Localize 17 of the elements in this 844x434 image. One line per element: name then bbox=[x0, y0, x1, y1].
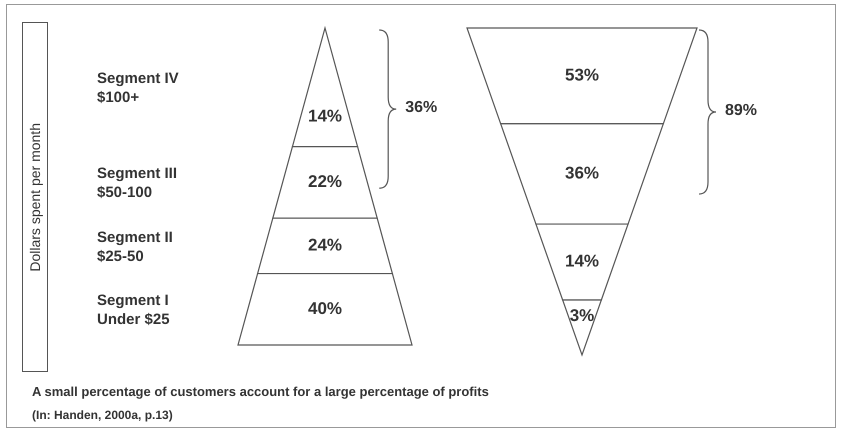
data-label: 24% bbox=[308, 236, 342, 255]
data-label: 14% bbox=[564, 252, 600, 271]
data-label: 3% bbox=[570, 306, 594, 326]
data-label: 36% bbox=[564, 164, 600, 183]
data-label: 14% bbox=[308, 106, 342, 126]
data-label: 53% bbox=[564, 66, 600, 85]
text: Dollars spent per month bbox=[27, 122, 43, 272]
text: 36% bbox=[405, 99, 438, 118]
category-label: Segment I Under $25 bbox=[97, 291, 170, 330]
data-label: 40% bbox=[308, 298, 342, 318]
text: (In: Handen, 2000a, p.13) bbox=[32, 408, 173, 422]
text: 89% bbox=[725, 102, 758, 120]
data-label: 22% bbox=[308, 172, 342, 192]
category-label: Segment IV $100+ bbox=[97, 69, 179, 108]
text: A small percentage of customers account for a large percentage of profits bbox=[32, 384, 489, 399]
category-label: Segment II $25-50 bbox=[97, 228, 173, 266]
category-label: Segment III $50-100 bbox=[97, 164, 178, 202]
